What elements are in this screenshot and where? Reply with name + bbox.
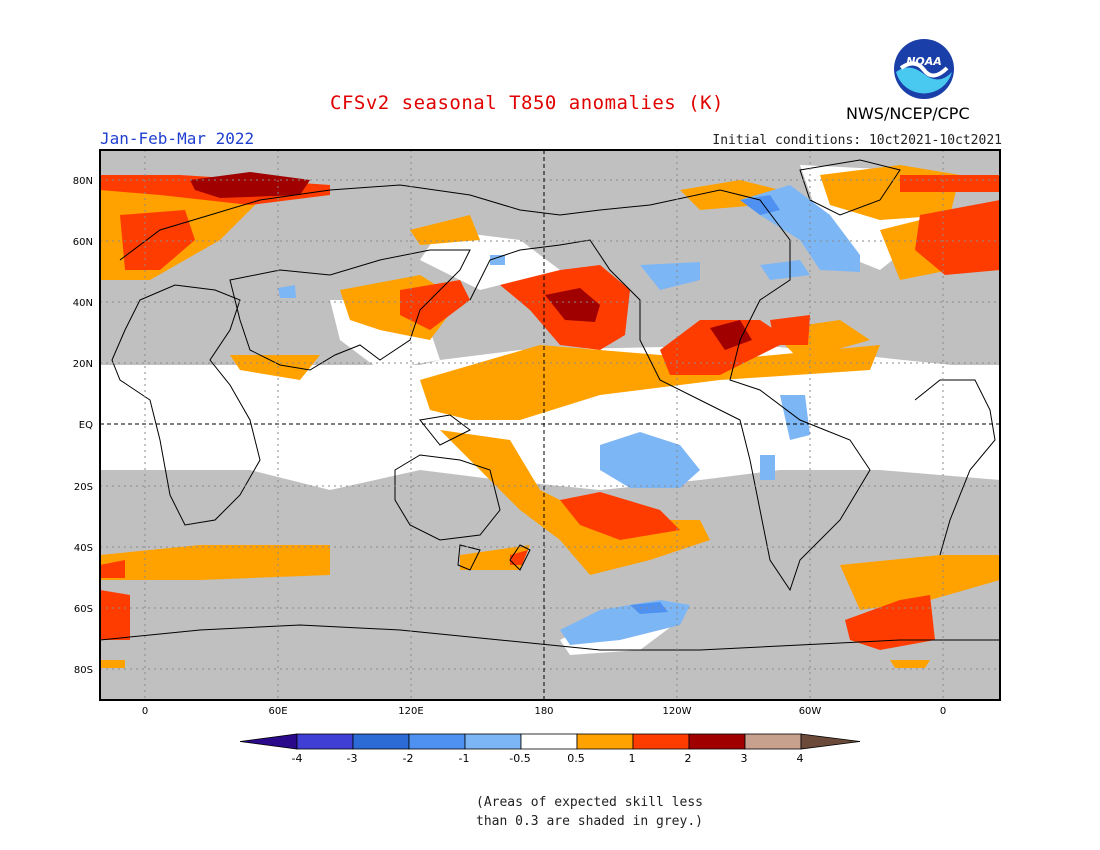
warm-anomaly-darkred — [190, 172, 752, 350]
lat-label: 40N — [73, 298, 93, 309]
lon-label: 0 — [940, 706, 946, 717]
legend-tick: -2 — [403, 752, 414, 765]
equator-dateline — [100, 150, 1000, 700]
lat-label: EQ — [79, 420, 93, 431]
legend-tick: 2 — [685, 752, 692, 765]
legend-swatch — [408, 733, 466, 750]
forecast-period: Jan-Feb-Mar 2022 — [100, 129, 255, 148]
legend-swatch — [464, 733, 522, 750]
legend-swatch — [688, 733, 746, 750]
legend-swatch — [632, 733, 690, 750]
graticule — [100, 150, 1000, 700]
legend-tick: -1 — [459, 752, 470, 765]
lat-label: 60N — [73, 237, 93, 248]
legend-tick: 0.5 — [567, 752, 585, 765]
map-title: CFSv2 seasonal T850 anomalies (K) — [330, 92, 724, 114]
lat-label: 40S — [74, 543, 93, 554]
lat-label: 80S — [74, 665, 93, 676]
longitude-labels: 0 60E 120E 180 120W 60W 0 — [142, 706, 946, 717]
lon-label: 120E — [398, 706, 423, 717]
lon-label: 0 — [142, 706, 148, 717]
legend-arrow-high — [800, 733, 861, 750]
legend-arrow-low — [239, 733, 298, 750]
skill-note: (Areas of expected skill less than 0.3 a… — [476, 793, 703, 831]
lon-label: 60E — [268, 706, 287, 717]
skill-note-line: than 0.3 are shaded in grey.) — [476, 814, 703, 829]
legend-swatch — [744, 733, 802, 750]
color-legend-ticks: -4 -3 -2 -1 -0.5 0.5 1 2 3 4 — [292, 752, 804, 765]
cold-anomaly-blue — [630, 195, 780, 614]
initial-conditions: Initial conditions: 10ct2021-10ct2021 — [712, 133, 1002, 148]
legend-swatch — [520, 733, 578, 750]
noaa-logo-icon: NOAA — [894, 39, 954, 99]
legend-tick: -3 — [347, 752, 358, 765]
legend-swatch — [296, 733, 354, 750]
lon-label: 120W — [663, 706, 692, 717]
legend-swatch — [352, 733, 410, 750]
map-frame — [99, 149, 1001, 701]
lat-label: 60S — [74, 604, 93, 615]
color-legend — [239, 733, 861, 750]
logo-text: NOAA — [906, 55, 942, 68]
legend-swatch — [576, 733, 634, 750]
organization-label: NWS/NCEP/CPC — [846, 104, 970, 123]
lon-label: 60W — [799, 706, 822, 717]
legend-tick: -4 — [292, 752, 303, 765]
skill-note-line: (Areas of expected skill less — [476, 795, 703, 810]
legend-tick: 1 — [629, 752, 636, 765]
legend-tick: -0.5 — [509, 752, 530, 765]
latitude-labels: 80N 60N 40N 20N EQ 20S 40S 60S 80S — [73, 176, 93, 676]
legend-tick: 4 — [797, 752, 804, 765]
legend-tick: 3 — [741, 752, 748, 765]
lat-label: 80N — [73, 176, 93, 187]
lon-label: 180 — [534, 706, 553, 717]
lat-label: 20N — [73, 359, 93, 370]
lat-label: 20S — [74, 482, 93, 493]
